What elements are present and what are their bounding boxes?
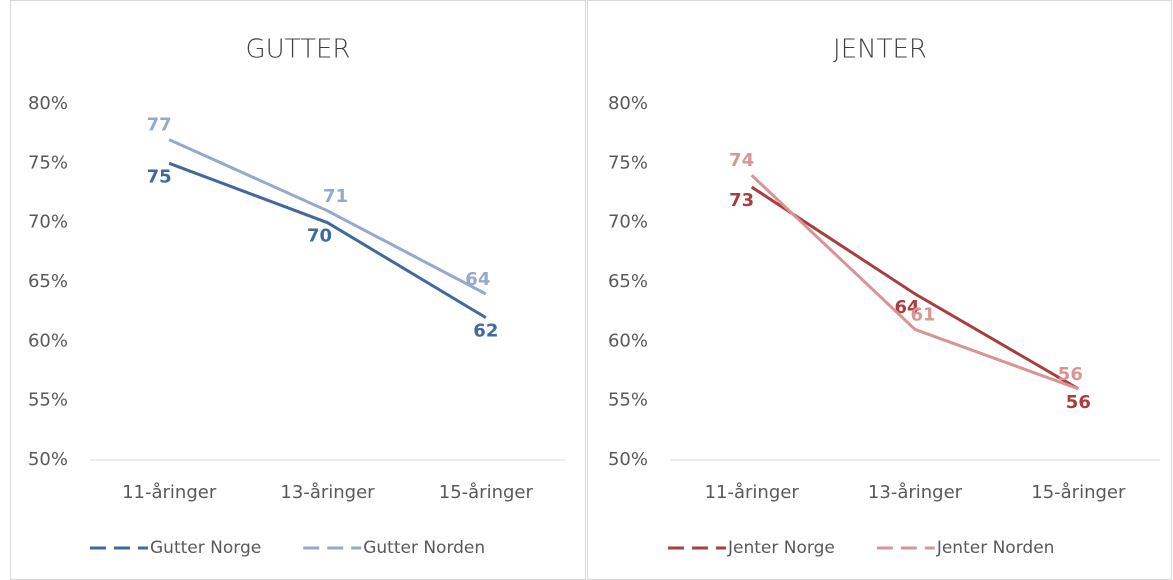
y-tick-label: 50% <box>608 449 648 470</box>
data-label: 62 <box>473 321 498 342</box>
x-tick-label: 13-åringer <box>868 482 963 503</box>
x-tick-label: 13-åringer <box>280 482 375 503</box>
x-tick-label: 15-åringer <box>1031 482 1126 503</box>
data-label: 77 <box>147 115 172 136</box>
x-tick-label: 11-åringer <box>705 482 800 503</box>
panel <box>10 0 586 580</box>
y-tick-label: 50% <box>28 449 68 470</box>
legend-label: Jenter Norden <box>936 538 1055 558</box>
y-tick-label: 80% <box>28 93 68 114</box>
y-tick-label: 65% <box>28 271 68 292</box>
line <box>168 161 487 319</box>
chart-title: GUTTER <box>246 35 351 65</box>
y-tick-label: 75% <box>28 152 68 173</box>
data-label: 64 <box>465 269 490 290</box>
line <box>750 185 1080 391</box>
data-label: 73 <box>729 190 754 211</box>
data-label: 56 <box>1066 392 1091 413</box>
y-tick-label: 70% <box>608 212 648 233</box>
chart-title: JENTER <box>833 35 927 65</box>
line <box>750 174 1079 391</box>
data-label: 56 <box>1058 364 1083 385</box>
legend-label: Jenter Norge <box>727 538 835 558</box>
data-label: 75 <box>147 166 172 187</box>
panel <box>587 0 1172 580</box>
line <box>168 138 487 296</box>
legend-label: Gutter Norden <box>363 538 485 558</box>
y-tick-label: 75% <box>608 152 648 173</box>
y-tick-label: 65% <box>608 271 648 292</box>
y-tick-label: 80% <box>608 93 648 114</box>
x-tick-label: 11-åringer <box>122 482 217 503</box>
x-tick-label: 15-åringer <box>439 482 534 503</box>
y-tick-label: 70% <box>28 212 68 233</box>
data-label: 61 <box>910 304 935 325</box>
y-tick-label: 60% <box>28 330 68 351</box>
y-tick-label: 55% <box>608 390 648 411</box>
data-label: 64 <box>894 297 919 318</box>
legend-label: Gutter Norge <box>150 538 261 558</box>
y-tick-label: 60% <box>608 330 648 351</box>
data-label: 71 <box>323 186 348 207</box>
data-label: 74 <box>729 150 754 171</box>
data-label: 70 <box>307 226 332 247</box>
y-tick-label: 55% <box>28 390 68 411</box>
